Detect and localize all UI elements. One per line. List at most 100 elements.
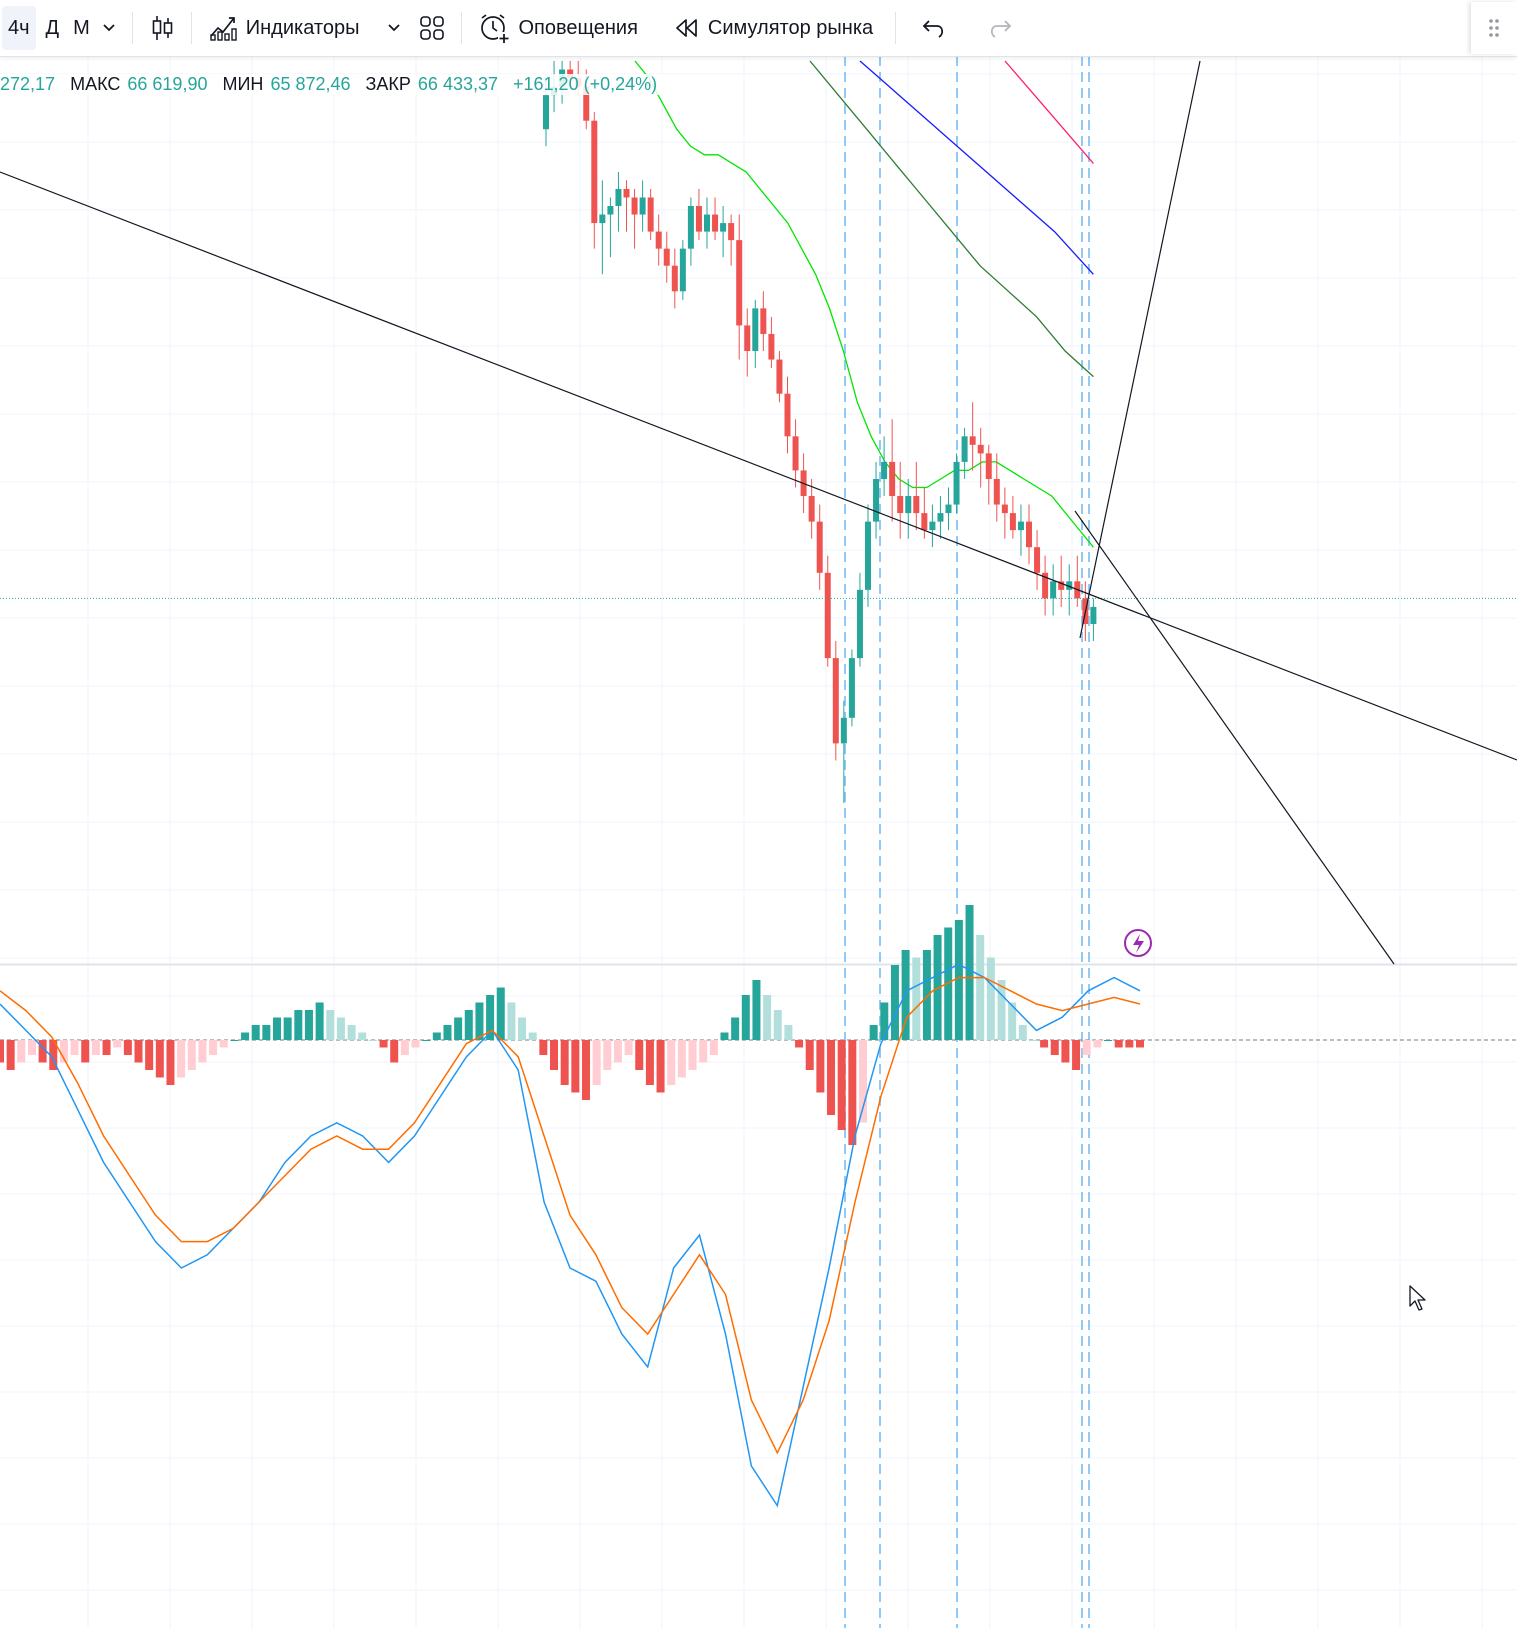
macd-histogram-bar bbox=[0, 1040, 4, 1063]
toolbar-separator bbox=[131, 12, 133, 44]
alerts-button[interactable]: Оповещения bbox=[470, 6, 645, 50]
mouse-cursor-icon bbox=[1408, 1284, 1428, 1317]
candle-body bbox=[1058, 581, 1065, 590]
macd-histogram-bar bbox=[464, 1010, 473, 1040]
replay-button[interactable]: Симулятор рынка bbox=[666, 6, 881, 50]
macd-histogram-bar bbox=[539, 1040, 548, 1055]
macd-histogram-bar bbox=[432, 1032, 441, 1040]
candle-body bbox=[639, 197, 646, 215]
macd-line bbox=[0, 963, 1141, 1508]
macd-histogram-bar bbox=[1125, 1040, 1134, 1048]
templates-button[interactable] bbox=[411, 6, 453, 50]
macd-histogram-bar bbox=[571, 1040, 580, 1093]
lightning-icon[interactable] bbox=[1124, 929, 1152, 957]
candle-body bbox=[808, 496, 815, 522]
macd-histogram-bar bbox=[837, 1040, 846, 1130]
macd-histogram-bar bbox=[677, 1040, 686, 1078]
candle-body bbox=[615, 188, 622, 207]
legend-low-label: МИН bbox=[222, 74, 264, 94]
macd-histogram-bar bbox=[70, 1040, 79, 1055]
macd-histogram-bar bbox=[581, 1040, 590, 1100]
macd-histogram-bar bbox=[912, 957, 921, 1040]
indicators-button[interactable]: Индикаторы bbox=[200, 6, 368, 50]
macd-histogram-bar bbox=[741, 995, 750, 1040]
trendline bbox=[1079, 60, 1201, 639]
chevron-down-icon bbox=[387, 23, 401, 33]
macd-histogram-bar bbox=[805, 1040, 814, 1070]
macd-histogram-bar bbox=[251, 1025, 260, 1040]
macd-histogram-bar bbox=[1008, 1002, 1017, 1040]
macd-histogram-bar bbox=[475, 1002, 484, 1040]
macd-histogram-bar bbox=[379, 1040, 388, 1048]
macd-histogram-bar bbox=[965, 905, 974, 1040]
templates-grid-icon bbox=[419, 15, 445, 41]
candle-body bbox=[856, 589, 863, 659]
interval-dropdown-button[interactable] bbox=[94, 6, 124, 50]
candle-body bbox=[623, 188, 630, 198]
macd-histogram-bar bbox=[997, 980, 1006, 1040]
legend-open-value: 272,17 bbox=[0, 74, 56, 94]
interval-month-button[interactable]: М bbox=[69, 6, 94, 50]
indicators-label: Индикаторы bbox=[245, 16, 360, 39]
macd-histogram-bar bbox=[880, 1002, 889, 1040]
candle-body bbox=[695, 206, 702, 232]
chart-style-button[interactable] bbox=[141, 6, 183, 50]
drag-grip-icon bbox=[1487, 16, 1501, 40]
macd-histogram-bar bbox=[315, 1002, 324, 1040]
macd-histogram-bar bbox=[273, 1017, 282, 1040]
macd-histogram-bar bbox=[123, 1040, 132, 1055]
macd-histogram-bar bbox=[667, 1040, 676, 1085]
candle-body bbox=[832, 658, 839, 744]
macd-histogram-bar bbox=[230, 1040, 239, 1041]
candle-body bbox=[792, 436, 799, 471]
candle-body bbox=[720, 223, 727, 232]
macd-histogram-bar bbox=[518, 1017, 527, 1040]
candle-body bbox=[760, 308, 767, 334]
indicators-icon bbox=[208, 14, 238, 42]
macd-histogram-bar bbox=[645, 1040, 654, 1085]
macd-histogram-bar bbox=[1104, 1040, 1113, 1041]
legend-change: +161,20 (+0,24%) bbox=[513, 74, 658, 94]
toolbar-separator bbox=[895, 12, 897, 44]
indicators-dropdown-button[interactable] bbox=[379, 6, 409, 50]
candle-body bbox=[977, 444, 984, 454]
macd-histogram-bar bbox=[400, 1040, 409, 1055]
candle-body bbox=[945, 504, 952, 514]
trendline bbox=[1074, 510, 1395, 965]
macd-histogram-bar bbox=[613, 1040, 622, 1063]
chart-canvas[interactable] bbox=[0, 56, 1517, 1628]
macd-histogram-bar bbox=[262, 1025, 271, 1040]
macd-histogram-bar bbox=[1040, 1040, 1049, 1048]
redo-button[interactable] bbox=[978, 6, 1022, 50]
macd-histogram-bar bbox=[656, 1040, 665, 1093]
macd-histogram-bar bbox=[709, 1040, 718, 1055]
candle-body bbox=[687, 206, 694, 249]
macd-histogram-bar bbox=[976, 935, 985, 1040]
chevron-down-icon bbox=[102, 23, 116, 33]
macd-histogram-bar bbox=[784, 1025, 793, 1040]
toolbar-grip[interactable] bbox=[1471, 2, 1517, 54]
candle-body bbox=[961, 436, 968, 462]
macd-histogram-bar bbox=[603, 1040, 612, 1070]
candle-body bbox=[1042, 572, 1049, 599]
toolbar-separator bbox=[461, 12, 463, 44]
macd-histogram-bar bbox=[209, 1040, 218, 1055]
macd-histogram-bar bbox=[27, 1040, 36, 1055]
macd-histogram-bar bbox=[49, 1040, 58, 1070]
vertical-markers bbox=[844, 56, 1090, 1628]
candle-body bbox=[567, 69, 574, 79]
interval-4h-button[interactable]: 4ч bbox=[2, 6, 36, 50]
macd-histogram-bar bbox=[486, 995, 495, 1040]
macd-histogram-bar bbox=[304, 1010, 313, 1040]
trendlines[interactable] bbox=[0, 60, 1517, 965]
interval-month-label: М bbox=[73, 16, 90, 39]
trendline bbox=[0, 171, 1517, 761]
interval-day-button[interactable]: Д bbox=[36, 6, 70, 50]
candle-body bbox=[591, 120, 598, 224]
undo-button[interactable] bbox=[912, 6, 956, 50]
candle-body bbox=[1001, 504, 1008, 514]
macd-histogram-bar bbox=[848, 1040, 857, 1145]
macd-histogram-bar bbox=[422, 1040, 431, 1041]
moving-average-line bbox=[859, 60, 1094, 275]
macd-histogram-bar bbox=[922, 950, 931, 1040]
